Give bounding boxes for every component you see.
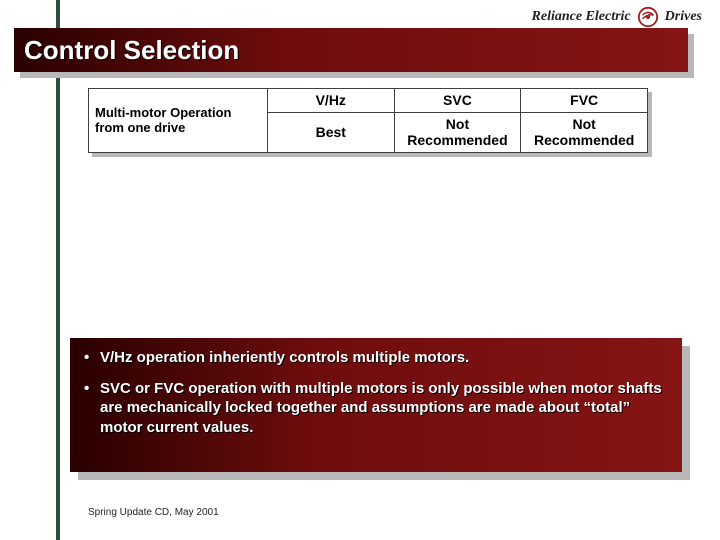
footer-text: Spring Update CD, May 2001 xyxy=(88,507,219,518)
list-item: V/Hz operation inheriently controls mult… xyxy=(84,348,664,367)
table-col-header: FVC xyxy=(521,89,648,113)
page-title: Control Selection xyxy=(24,35,239,66)
table-col-header: V/Hz xyxy=(267,89,394,113)
list-item: SVC or FVC operation with multiple motor… xyxy=(84,379,664,437)
comparison-table: Multi-motor Operation from one drive V/H… xyxy=(88,88,648,153)
table-cell: Not Recommended xyxy=(394,113,521,153)
table-cell: Best xyxy=(267,113,394,153)
logo-brand-b: Drives xyxy=(665,9,702,25)
table-cell: Not Recommended xyxy=(521,113,648,153)
body-box: V/Hz operation inheriently controls mult… xyxy=(70,338,682,472)
bullet-list: V/Hz operation inheriently controls mult… xyxy=(84,348,664,437)
slide: Reliance Electric Drives Control Selecti… xyxy=(0,0,720,540)
comparison-table-wrap: Multi-motor Operation from one drive V/H… xyxy=(88,88,648,153)
swirl-icon xyxy=(637,6,659,28)
logo-brand-a: Reliance Electric xyxy=(532,9,631,25)
title-bar: Control Selection xyxy=(14,28,688,72)
vertical-rule xyxy=(56,0,60,540)
logo: Reliance Electric Drives xyxy=(532,6,702,28)
table-category: Multi-motor Operation from one drive xyxy=(89,89,268,153)
table-col-header: SVC xyxy=(394,89,521,113)
table-row: Multi-motor Operation from one drive V/H… xyxy=(89,89,648,113)
